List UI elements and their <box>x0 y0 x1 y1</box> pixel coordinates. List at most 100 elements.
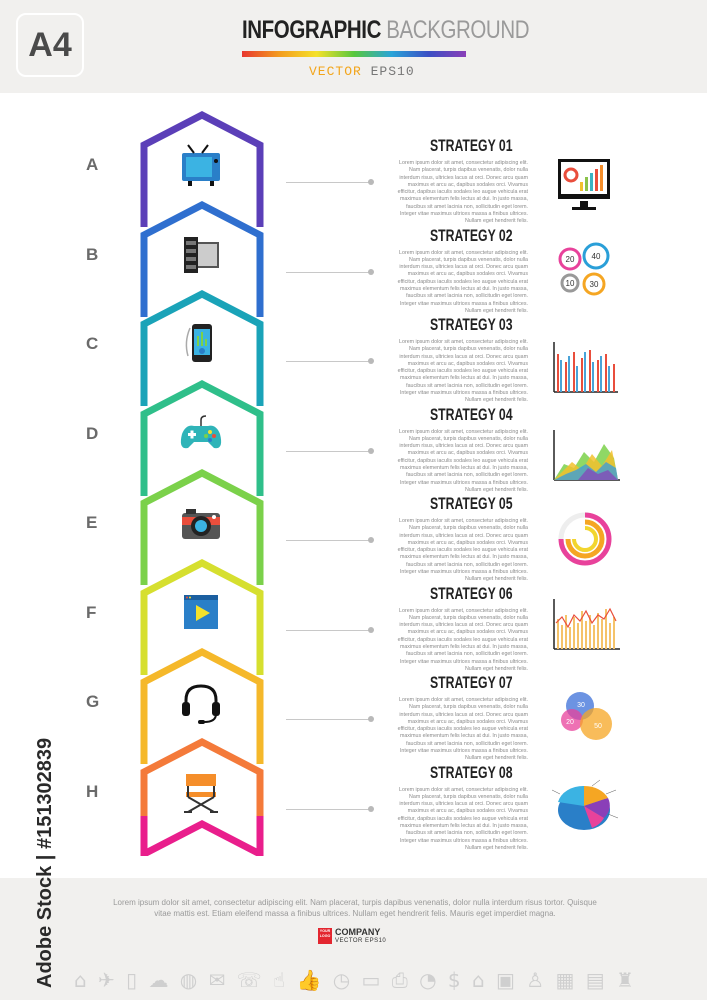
title-secondary: BACKGROUND <box>386 16 530 44</box>
strategy-title: STRATEGY 05 <box>430 494 513 513</box>
step-letter: F <box>86 602 97 622</box>
connector-line <box>286 182 372 183</box>
gamepad-icon <box>180 414 222 448</box>
step-letter: C <box>86 334 99 353</box>
bubble-label: 40 <box>592 252 601 261</box>
connector-line <box>286 808 372 810</box>
strategy-title: STRATEGY 06 <box>430 583 513 603</box>
strategy-title: STRATEGY 08 <box>430 762 513 782</box>
strategy-title: STRATEGY 03 <box>430 315 513 334</box>
venn-chart: 30 20 50 <box>561 692 612 740</box>
film-icon <box>184 236 219 273</box>
camera-icon <box>182 509 220 539</box>
strategy-description: Lorem ipsum dolor sit amet, consectetur … <box>397 786 528 851</box>
presentation-icon: ▤ <box>585 968 605 992</box>
strategy-description: Lorem ipsum dolor sit amet, consectetur … <box>397 249 528 314</box>
cloud-icon: ☁ <box>148 968 169 992</box>
briefcase-icon: ▣ <box>495 968 515 992</box>
strategy-title: STRATEGY 02 <box>430 225 513 245</box>
final-chevron <box>140 816 264 856</box>
pie-chart-icon: ◔ <box>419 968 437 992</box>
hand-icon: ☝ <box>273 968 286 992</box>
mail-icon: ✉ <box>208 968 226 992</box>
venn-label: 30 <box>577 702 585 709</box>
connector-dot <box>368 805 374 812</box>
subtitle: VECTOR EPS10 <box>309 64 415 79</box>
step-chevron <box>140 737 264 854</box>
footer-text: Lorem ipsum dolor sit amet, consectetur … <box>113 898 597 918</box>
step-chevron <box>140 200 264 317</box>
watermark: Adobe Stock | #151302839 <box>6 738 56 988</box>
globe-icon: ◍ <box>179 968 198 992</box>
step-letter: A <box>86 155 99 174</box>
connector-dot <box>368 716 374 722</box>
strategy-description: Lorem ipsum dolor sit amet, consectetur … <box>397 339 528 404</box>
company-subtitle: VECTOR EPS10 <box>335 938 387 944</box>
strategy-title: STRATEGY 04 <box>430 404 513 424</box>
call-icon: ☏ <box>236 968 262 992</box>
step-letter: E <box>86 513 98 532</box>
clock-icon: ◷ <box>332 968 351 992</box>
connector-dot <box>368 447 374 454</box>
header-bar <box>0 0 707 93</box>
strategy-description: Lorem ipsum dolor sit amet, consectetur … <box>397 518 528 583</box>
a4-badge: A4 <box>16 13 84 77</box>
monitor-icon: ▭ <box>361 968 381 992</box>
headset-icon <box>182 684 220 724</box>
step-chevron <box>140 290 264 406</box>
bank-icon: ⌂ <box>471 968 485 992</box>
bubble-label: 20 <box>566 255 575 264</box>
page-title: INFOGRAPHIC BACKGROUND <box>242 16 530 45</box>
connector-dot <box>368 626 374 633</box>
connector-line <box>286 361 372 362</box>
video-player-icon <box>184 594 218 629</box>
strategy-description: Lorem ipsum dolor sit amet, consectetur … <box>397 160 528 225</box>
printer-icon: ⎙ <box>391 968 408 992</box>
step-letter: G <box>86 692 100 711</box>
step-chevron <box>140 111 264 227</box>
connector-line <box>286 540 372 541</box>
connector-line <box>286 719 372 720</box>
strategy-description: Lorem ipsum dolor sit amet, consectetur … <box>397 697 528 762</box>
company-logo: YOUR LOGO <box>318 928 332 944</box>
radial-chart <box>558 512 612 566</box>
bubble-label: 30 <box>590 280 599 289</box>
phone-icon: ▯ <box>126 968 138 992</box>
tv-icon <box>182 144 220 186</box>
watermark-text: Adobe Stock | #151302839 <box>34 737 56 988</box>
bar-chart <box>553 342 618 393</box>
bubble-chart: 20 40 10 30 <box>558 242 610 296</box>
footer-bar <box>0 878 707 1000</box>
step-letter: B <box>86 244 99 264</box>
dollar-icon: $ <box>447 968 461 992</box>
step-letter: D <box>86 423 99 443</box>
title-main: INFOGRAPHIC <box>242 16 381 44</box>
area-chart <box>553 430 620 481</box>
bubble-label: 10 <box>566 279 575 288</box>
connector-dot <box>368 358 374 364</box>
step-chevron <box>140 379 264 496</box>
strategy-title: STRATEGY 01 <box>430 136 513 155</box>
strategy-description: Lorem ipsum dolor sit amet, consectetur … <box>397 428 528 493</box>
person-icon: ♙ <box>526 968 545 992</box>
company-name: COMPANY <box>335 927 381 937</box>
pie-chart <box>551 779 619 830</box>
connector-line <box>286 450 372 452</box>
connector-dot <box>368 537 374 543</box>
venn-label: 50 <box>594 723 602 730</box>
castle-icon: ♜ <box>615 968 634 992</box>
directors-chair-icon <box>184 773 218 813</box>
step-chevron <box>140 558 264 675</box>
monitor-chart-icon <box>558 159 610 210</box>
connector-line <box>286 629 372 631</box>
strategy-description: Lorem ipsum dolor sit amet, consectetur … <box>397 607 528 672</box>
step-letter: H <box>86 781 99 801</box>
home-icon: ⌂ <box>74 968 87 992</box>
strategy-title: STRATEGY 07 <box>430 673 513 692</box>
footer-icon-row: ⌂ ✈ ▯ ☁ ◍ ✉ ☏ ☝ 👍 ◷ ▭ ⎙ ◔ $ ⌂ ▣ ♙ ▦ ▤ ♜ <box>74 966 634 994</box>
subtitle-accent: VECTOR <box>309 64 362 79</box>
calculator-icon: ▦ <box>555 968 575 992</box>
step-chevron <box>140 648 264 764</box>
step-chevron <box>140 469 264 585</box>
connector-line <box>286 271 372 273</box>
